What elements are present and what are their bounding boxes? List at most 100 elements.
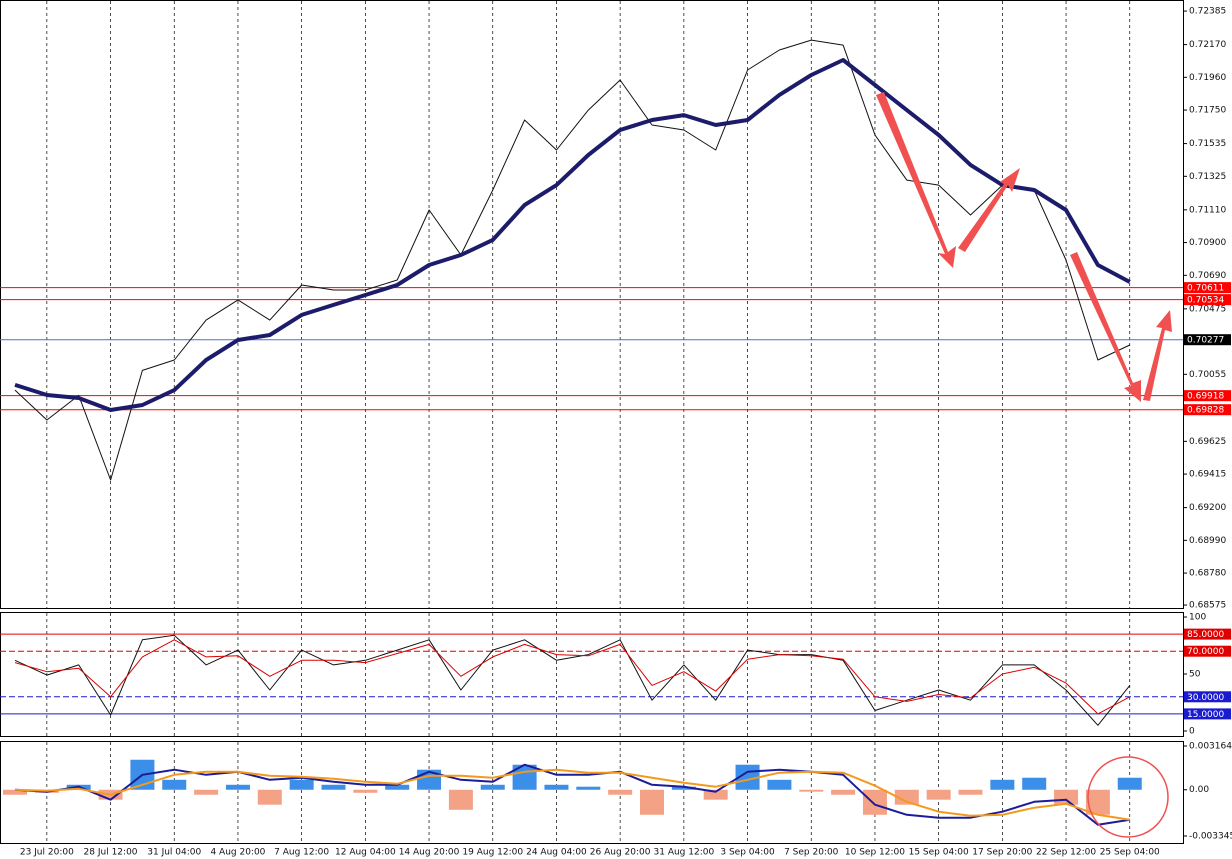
y-tick-label: 0.71325 bbox=[1189, 172, 1226, 182]
y-tick-label: 50 bbox=[1189, 670, 1201, 680]
panel-frame bbox=[0, 741, 1184, 844]
arrow bbox=[876, 92, 956, 268]
level-label-box bbox=[1184, 708, 1231, 720]
y-tick-label: 0.69200 bbox=[1189, 503, 1226, 513]
x-tick-label: 23 Jul 20:00 bbox=[20, 848, 74, 858]
histogram-bar bbox=[958, 789, 983, 795]
histogram-bar bbox=[480, 784, 505, 790]
y-tick-label: 0.00 bbox=[1189, 785, 1209, 795]
level-label: 15.0000 bbox=[1187, 710, 1224, 720]
arrow bbox=[1070, 252, 1141, 402]
series-line bbox=[14, 634, 1131, 726]
level-label: 0.69828 bbox=[1187, 406, 1224, 416]
level-label-box bbox=[1184, 390, 1231, 402]
histogram-bar bbox=[831, 789, 856, 795]
histogram-bar bbox=[448, 789, 473, 810]
histogram-bar bbox=[353, 789, 378, 793]
arrow bbox=[958, 168, 1020, 252]
histogram-bar bbox=[926, 789, 951, 800]
series-line bbox=[14, 768, 1130, 821]
y-tick-label: 0.70690 bbox=[1189, 271, 1226, 281]
histogram-bar bbox=[257, 789, 282, 805]
level-label-box bbox=[1184, 691, 1231, 703]
y-tick-label: 100 bbox=[1189, 613, 1206, 623]
level-label: 70.0000 bbox=[1187, 647, 1224, 657]
histogram-bar bbox=[894, 789, 919, 805]
histogram-bar bbox=[671, 786, 696, 790]
arrow bbox=[1143, 310, 1172, 401]
level-label-box bbox=[1184, 645, 1231, 657]
level-label: 0.69918 bbox=[1187, 392, 1224, 402]
histogram-bar bbox=[225, 784, 250, 790]
y-tick-label: 0.69625 bbox=[1189, 437, 1226, 447]
histogram-bar bbox=[1054, 789, 1079, 805]
y-tick-label: 0 bbox=[1189, 726, 1195, 736]
y-tick-label: 0.69415 bbox=[1189, 470, 1226, 480]
histogram-bar bbox=[767, 779, 792, 790]
annotations bbox=[876, 92, 1172, 838]
histogram-bar bbox=[799, 789, 824, 792]
y-tick-label: -0.003345 bbox=[1189, 831, 1232, 841]
y-tick-label: 0.70475 bbox=[1189, 304, 1226, 314]
histogram-bar bbox=[321, 784, 346, 790]
x-tick-label: 17 Sep 20:00 bbox=[972, 848, 1032, 858]
y-tick-label: 0.68780 bbox=[1189, 569, 1226, 579]
x-tick-label: 7 Sep 20:00 bbox=[784, 848, 839, 858]
series-line bbox=[14, 39, 1131, 481]
histogram-bar bbox=[990, 779, 1015, 790]
level-label-box bbox=[1184, 294, 1231, 306]
x-tick-label: 12 Aug 04:00 bbox=[335, 848, 396, 858]
y-tick-label: 0.68990 bbox=[1189, 536, 1226, 546]
panel-frame bbox=[0, 0, 1184, 609]
histogram-bar bbox=[1117, 777, 1142, 790]
level-label: 0.70277 bbox=[1187, 336, 1224, 346]
histogram-bar bbox=[385, 784, 410, 790]
x-tick-label: 28 Jul 12:00 bbox=[84, 848, 138, 858]
histogram-bar bbox=[640, 789, 664, 815]
level-label: 30.0000 bbox=[1187, 693, 1224, 703]
panel-frame bbox=[0, 612, 1184, 737]
x-tick-label: 31 Jul 04:00 bbox=[147, 848, 201, 858]
histogram-bar bbox=[1022, 777, 1047, 790]
x-tick-label: 24 Aug 04:00 bbox=[526, 848, 587, 858]
x-tick-label: 26 Aug 20:00 bbox=[590, 848, 651, 858]
x-tick-label: 15 Sep 04:00 bbox=[909, 848, 969, 858]
y-tick-label: 0.71535 bbox=[1189, 139, 1226, 149]
y-tick-label: 0.71960 bbox=[1189, 73, 1226, 83]
level-label-box bbox=[1184, 282, 1231, 294]
histogram-bar bbox=[862, 789, 887, 815]
level-label-box bbox=[1184, 334, 1231, 346]
histogram-bar bbox=[289, 779, 314, 790]
x-tick-label: 19 Aug 12:00 bbox=[462, 848, 523, 858]
x-tick-label: 4 Aug 20:00 bbox=[210, 848, 265, 858]
y-tick-label: 0.68575 bbox=[1189, 601, 1226, 611]
histogram-bar bbox=[162, 779, 187, 790]
level-label: 0.70611 bbox=[1187, 284, 1224, 294]
y-tick-label: 0.71750 bbox=[1189, 106, 1226, 116]
histogram-bar bbox=[544, 784, 569, 790]
x-tick-label: 25 Sep 04:00 bbox=[1100, 848, 1160, 858]
y-tick-label: 0.72170 bbox=[1189, 40, 1226, 50]
level-label-box bbox=[1184, 404, 1231, 416]
histogram-bar bbox=[194, 789, 219, 795]
y-tick-label: 0.71110 bbox=[1189, 205, 1226, 215]
y-tick-label: 0.0031642 bbox=[1189, 741, 1232, 751]
histogram-bar bbox=[703, 789, 728, 800]
level-label: 85.0000 bbox=[1187, 630, 1224, 640]
histogram-bar bbox=[608, 789, 633, 795]
x-tick-label: 14 Aug 20:00 bbox=[399, 848, 460, 858]
level-label: 0.70534 bbox=[1187, 296, 1224, 306]
y-tick-label: 0.72385 bbox=[1189, 7, 1226, 17]
histogram-bar bbox=[576, 786, 601, 790]
x-tick-label: 3 Sep 04:00 bbox=[720, 848, 775, 858]
highlight-circle bbox=[1087, 756, 1169, 838]
y-tick-label: 0.70900 bbox=[1189, 238, 1226, 248]
level-label-box bbox=[1184, 628, 1231, 640]
series-line bbox=[14, 58, 1131, 412]
y-tick-label: 0.70055 bbox=[1189, 370, 1226, 380]
x-tick-label: 7 Aug 12:00 bbox=[274, 848, 329, 858]
x-tick-label: 10 Sep 12:00 bbox=[845, 848, 905, 858]
x-tick-label: 22 Sep 12:00 bbox=[1036, 848, 1096, 858]
series-line bbox=[14, 639, 1131, 715]
